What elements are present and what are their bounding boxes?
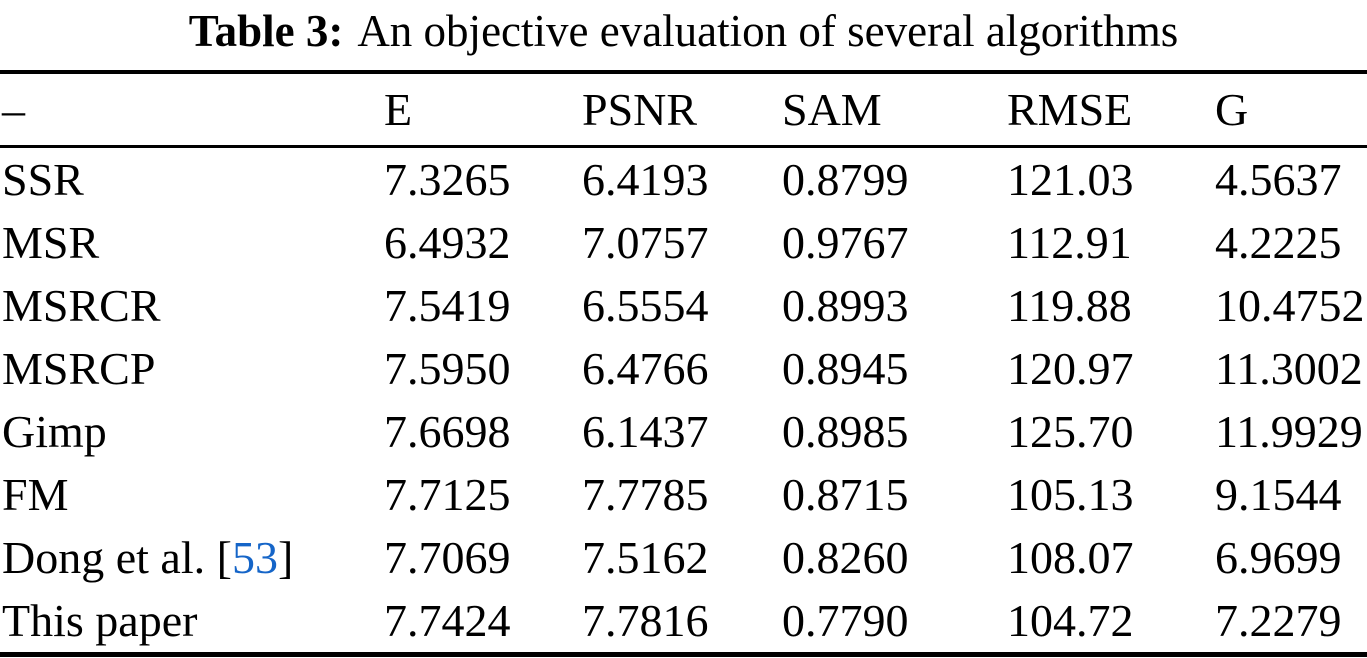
row-label-text: Dong et al. [: [2, 532, 232, 583]
cell-psnr: 7.5162: [582, 532, 709, 583]
cell-sam: 0.7790: [782, 595, 909, 646]
citation-link-53[interactable]: 53: [231, 532, 278, 583]
column-header-sam: SAM: [782, 84, 882, 135]
cell-rmse: 120.97: [1007, 343, 1134, 394]
cell-rmse: 104.72: [1007, 595, 1134, 646]
table-row-dong: Dong et al. [53] 7.7069 7.5162 0.8260 10…: [0, 526, 1367, 589]
cell-sam: 0.8985: [782, 406, 909, 457]
cell-g: 11.9929: [1215, 406, 1363, 457]
cell-g: 7.2279: [1215, 595, 1342, 646]
row-label: This paper: [2, 595, 198, 646]
row-label: SSR: [2, 154, 84, 205]
table-row-fm: FM 7.7125 7.7785 0.8715 105.13 9.1544: [0, 463, 1367, 526]
cell-sam: 0.8715: [782, 469, 909, 520]
table-caption: Table 3: An objective evaluation of sever…: [0, 0, 1367, 70]
row-label: MSR: [2, 217, 100, 268]
row-label-text: ]: [277, 532, 294, 583]
cell-psnr: 7.7785: [582, 469, 709, 520]
cell-e: 6.4932: [384, 217, 511, 268]
table-row-this-paper: This paper 7.7424 7.7816 0.7790 104.72 7…: [0, 589, 1367, 655]
cell-psnr: 6.4193: [582, 154, 709, 205]
column-header-psnr: PSNR: [582, 84, 698, 135]
column-header-dash: –: [2, 84, 25, 135]
cell-g: 4.2225: [1215, 217, 1342, 268]
row-label: Gimp: [2, 406, 107, 457]
evaluation-table: – E PSNR SAM RMSE G SSR 7.3265 6.4193 0.…: [0, 70, 1367, 657]
row-label: MSRCR: [2, 280, 161, 331]
cell-sam: 0.9767: [782, 217, 909, 268]
cell-g: 4.5637: [1215, 154, 1342, 205]
cell-psnr: 6.4766: [582, 343, 709, 394]
column-header-rmse: RMSE: [1007, 84, 1133, 135]
header-row: – E PSNR SAM RMSE G: [0, 72, 1367, 147]
table-row-msrcp: MSRCP 7.5950 6.4766 0.8945 120.97 11.300…: [0, 337, 1367, 400]
cell-psnr: 6.1437: [582, 406, 709, 457]
column-header-e: E: [384, 84, 413, 135]
table-row-gimp: Gimp 7.6698 6.1437 0.8985 125.70 11.9929: [0, 400, 1367, 463]
cell-g: 10.4752: [1215, 280, 1365, 331]
cell-sam: 0.8945: [782, 343, 909, 394]
cell-sam: 0.8799: [782, 154, 909, 205]
cell-e: 7.5950: [384, 343, 511, 394]
cell-sam: 0.8993: [782, 280, 909, 331]
table-row-msr: MSR 6.4932 7.0757 0.9767 112.91 4.2225: [0, 211, 1367, 274]
cell-e: 7.3265: [384, 154, 511, 205]
row-label: MSRCP: [2, 343, 156, 394]
cell-rmse: 108.07: [1007, 532, 1134, 583]
cell-rmse: 105.13: [1007, 469, 1134, 520]
table-caption-text: An objective evaluation of several algor…: [357, 6, 1179, 56]
cell-psnr: 7.7816: [582, 595, 709, 646]
cell-e: 7.6698: [384, 406, 511, 457]
cell-sam: 0.8260: [782, 532, 909, 583]
cell-rmse: 121.03: [1007, 154, 1134, 205]
cell-psnr: 7.0757: [582, 217, 709, 268]
cell-e: 7.7424: [384, 595, 511, 646]
cell-rmse: 112.91: [1007, 217, 1132, 268]
cell-e: 7.7125: [384, 469, 511, 520]
row-label: Dong et al. [53]: [0, 526, 382, 589]
cell-rmse: 119.88: [1007, 280, 1132, 331]
table-caption-label: Table 3:: [188, 6, 344, 56]
row-label: FM: [2, 469, 69, 520]
cell-psnr: 6.5554: [582, 280, 709, 331]
cell-g: 6.9699: [1215, 532, 1342, 583]
cell-rmse: 125.70: [1007, 406, 1134, 457]
table-row-ssr: SSR 7.3265 6.4193 0.8799 121.03 4.5637: [0, 147, 1367, 212]
cell-e: 7.5419: [384, 280, 511, 331]
cell-g: 9.1544: [1215, 469, 1342, 520]
cell-g: 11.3002: [1215, 343, 1363, 394]
column-header-g: G: [1215, 84, 1249, 135]
cell-e: 7.7069: [384, 532, 511, 583]
table-row-msrcr: MSRCR 7.5419 6.5554 0.8993 119.88 10.475…: [0, 274, 1367, 337]
